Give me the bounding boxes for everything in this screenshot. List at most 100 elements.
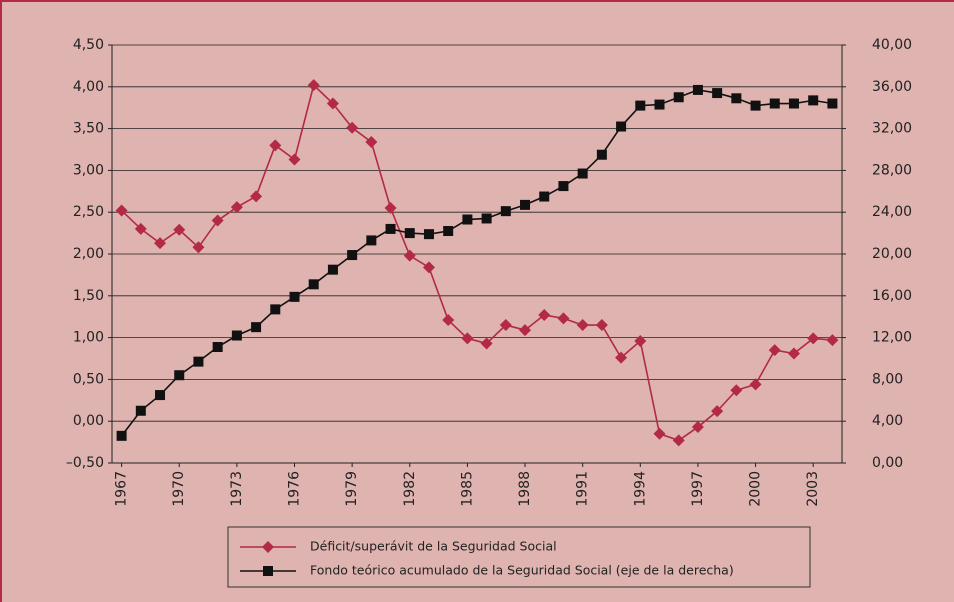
point [692, 84, 703, 95]
point [135, 405, 146, 416]
legend-label: Fondo teórico acumulado de la Seguridad … [310, 563, 734, 578]
point [653, 427, 666, 440]
x-tick-label: 1985 [459, 471, 475, 507]
legend [227, 526, 811, 588]
point [174, 370, 185, 381]
y2-tick-label: 16,00 [872, 288, 912, 304]
y2-tick-label: 4,00 [872, 413, 903, 429]
x-tick-label: 1994 [632, 471, 648, 507]
point [615, 351, 628, 364]
x-tick-label: 2000 [748, 471, 764, 507]
point [365, 135, 378, 148]
point [634, 334, 647, 347]
point [557, 312, 570, 325]
legend-label: Déficit/superávit de la Seguridad Social [310, 539, 557, 554]
point [155, 390, 166, 401]
y-tick-label: 4,50 [73, 37, 104, 53]
legend-marker [263, 566, 273, 576]
point [538, 309, 551, 322]
point [730, 384, 743, 397]
point [808, 95, 819, 106]
point [270, 304, 281, 315]
point [251, 322, 262, 333]
point [288, 153, 301, 166]
point [787, 347, 800, 360]
point [749, 378, 762, 391]
point [576, 319, 589, 332]
point [404, 228, 415, 239]
point [269, 139, 282, 152]
point [230, 201, 243, 214]
y2-tick-label: 0,00 [872, 455, 903, 471]
point [768, 344, 781, 357]
point [769, 98, 780, 109]
x-tick-label: 1979 [344, 471, 360, 507]
point [231, 330, 242, 341]
point [366, 235, 377, 246]
point [423, 229, 434, 240]
y-tick-label: 3,50 [73, 121, 104, 137]
x-tick-label: 1997 [690, 471, 706, 507]
point [635, 100, 646, 111]
x-tick-label: 1976 [287, 471, 303, 507]
y2-tick-label: 8,00 [872, 371, 903, 387]
y-tick-label: 0,00 [73, 413, 104, 429]
point [422, 261, 435, 274]
point [346, 121, 359, 134]
point [558, 181, 569, 192]
point [654, 99, 665, 110]
point [750, 100, 761, 111]
y2-tick-label: 12,00 [872, 330, 912, 346]
y-tick-label: 0,50 [73, 371, 104, 387]
y2-tick-label: 24,00 [872, 204, 912, 220]
point [461, 332, 474, 345]
point [115, 204, 128, 217]
y-tick-label: 2,00 [73, 246, 104, 262]
point [173, 223, 186, 236]
point [403, 249, 416, 262]
point [193, 356, 204, 367]
point [499, 319, 512, 332]
point [134, 222, 147, 235]
point [443, 226, 454, 237]
point [211, 214, 224, 227]
point [481, 213, 492, 224]
point [826, 334, 839, 347]
point [500, 206, 511, 217]
x-tick-label: 2003 [805, 471, 821, 507]
point [462, 214, 473, 225]
point [308, 279, 319, 290]
x-tick-label: 1973 [229, 471, 245, 507]
x-tick-label: 1970 [171, 471, 187, 507]
y2-tick-label: 36,00 [872, 79, 912, 95]
point [691, 421, 704, 434]
point [327, 264, 338, 275]
point [595, 319, 608, 332]
point [539, 191, 550, 202]
x-tick-label: 1988 [517, 471, 533, 507]
point [577, 168, 588, 179]
x-tick-label: 1967 [114, 471, 130, 507]
point [212, 342, 223, 353]
point [520, 199, 531, 210]
point [596, 149, 607, 160]
y-tick-label: 1,00 [73, 330, 104, 346]
point [442, 314, 455, 327]
x-tick-label: 1991 [575, 471, 591, 507]
point [711, 405, 724, 418]
y2-tick-label: 32,00 [872, 121, 912, 137]
point [616, 121, 627, 132]
point [307, 79, 320, 92]
point [807, 332, 820, 345]
legend-marker [262, 541, 274, 553]
point [250, 190, 263, 203]
point [672, 434, 685, 447]
point [827, 98, 838, 109]
x-tick-label: 1982 [402, 471, 418, 507]
y-tick-label: 1,50 [73, 288, 104, 304]
y2-tick-label: 40,00 [872, 37, 912, 53]
y2-tick-label: 20,00 [872, 246, 912, 262]
point [480, 337, 493, 350]
point [116, 430, 127, 441]
